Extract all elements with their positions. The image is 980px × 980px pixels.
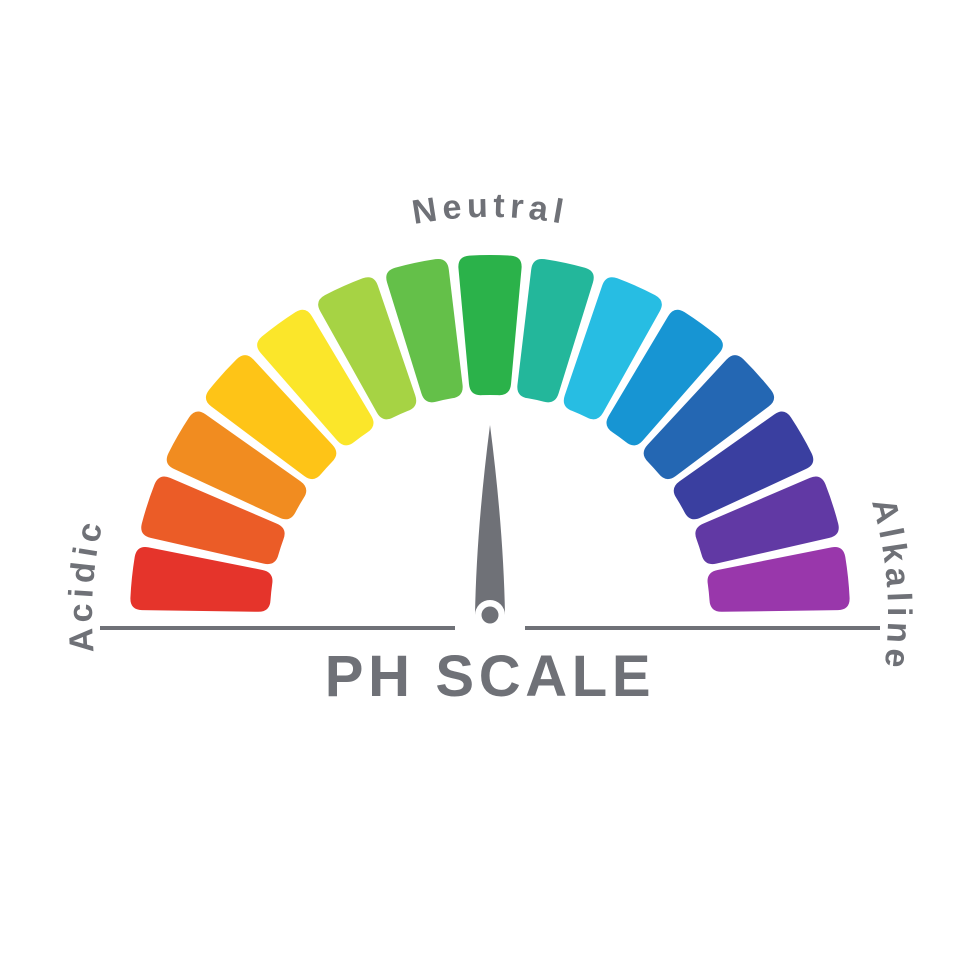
gauge-needle: [475, 425, 505, 624]
label-acidic: Acidic: [62, 514, 111, 654]
label-alkaline: Alkaline: [864, 494, 918, 674]
gauge-svg: Acidic Neutral Alkaline PH SCALE: [0, 0, 980, 980]
label-neutral: Neutral: [409, 187, 571, 232]
ph-scale-gauge: Acidic Neutral Alkaline PH SCALE: [0, 0, 980, 980]
gauge-title: PH SCALE: [325, 644, 655, 709]
segment-7: [458, 255, 521, 395]
